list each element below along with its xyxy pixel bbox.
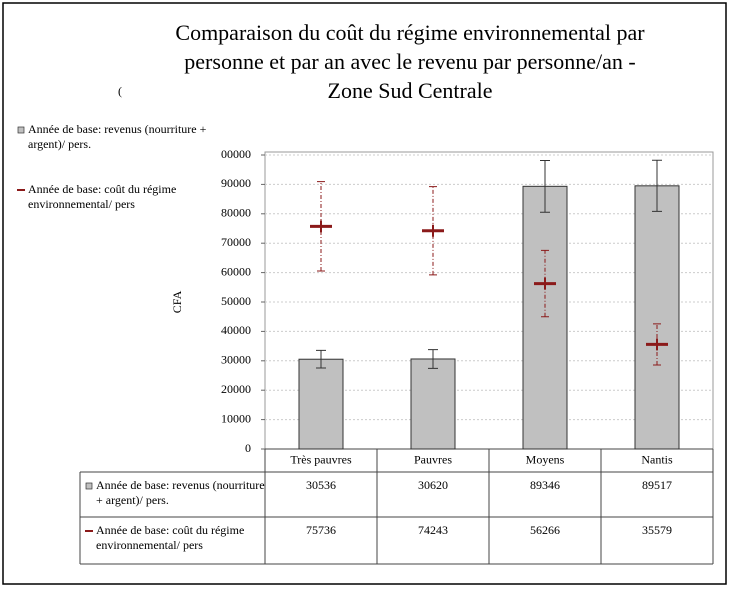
y-tick-label: 00000 [221, 147, 251, 161]
table-row-label: Année de base: revenus (nourriture + arg… [96, 478, 265, 507]
table-row-label-box: Année de base: coût du régime environnem… [96, 523, 245, 552]
table-row-label-box: Année de base: revenus (nourriture + arg… [96, 478, 265, 507]
chart-title: Comparaison du coût du régime environnem… [175, 20, 645, 103]
error-bar [540, 159, 550, 213]
bar [634, 185, 680, 450]
y-tick-label: 30000 [221, 353, 251, 367]
legend-label-box: Année de base: coût du régime environnem… [28, 182, 177, 211]
legend-label-box: Année de base: revenus (nourriture + arg… [28, 122, 207, 151]
title-box: Comparaison du coût du régime environnem… [175, 20, 645, 103]
y-tick-label: 50000 [221, 294, 251, 308]
x-tick-label: Moyens [526, 452, 565, 466]
table-value: 56266 [530, 523, 560, 537]
table-row-label: Année de base: coût du régime environnem… [96, 523, 245, 552]
error-bar [652, 159, 662, 212]
error-cap [541, 249, 549, 318]
x-tick-label: Très pauvres [290, 452, 352, 466]
error-bar [316, 349, 326, 369]
legend-swatch [17, 126, 25, 134]
table-value: 89346 [530, 478, 560, 492]
error-cap [653, 323, 661, 366]
legend-label: Année de base: coût du régime environnem… [28, 182, 177, 211]
y-tick-label: 10000 [221, 411, 251, 425]
table-value: 30536 [306, 478, 336, 492]
y-axis-label: CFA [170, 290, 184, 313]
bar [410, 358, 456, 450]
y-tick-label: 0 [245, 441, 251, 455]
y-tick-label: 80000 [221, 206, 251, 220]
table-value: 75736 [306, 523, 336, 537]
bar [522, 185, 568, 450]
x-tick-label: Pauvres [414, 452, 452, 466]
bar [298, 358, 344, 450]
y-tick-label: 60000 [221, 264, 251, 278]
y-tick-label: 20000 [221, 382, 251, 396]
table-value: 35579 [642, 523, 672, 537]
annotation: ( [118, 84, 122, 98]
legend-swatch [85, 482, 93, 490]
y-tick-label: 40000 [221, 323, 251, 337]
error-bar [428, 349, 438, 369]
table-value: 30620 [418, 478, 448, 492]
legend-label: Année de base: revenus (nourriture + arg… [28, 122, 207, 151]
y-tick-label: 90000 [221, 176, 251, 190]
error-cap [429, 186, 437, 276]
y-tick-label: 70000 [221, 235, 251, 249]
error-cap [317, 181, 325, 272]
x-tick-label: Nantis [641, 452, 673, 466]
table-value: 74243 [418, 523, 448, 537]
table-value: 89517 [642, 478, 672, 492]
